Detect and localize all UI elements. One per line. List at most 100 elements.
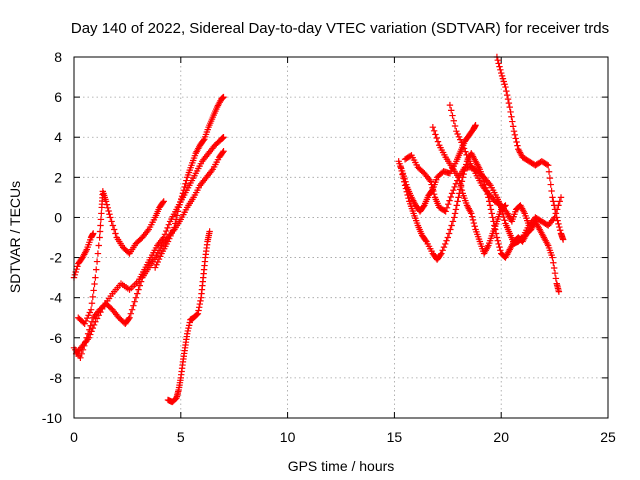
data-point xyxy=(106,211,113,218)
series-track-5 xyxy=(151,93,227,271)
data-point xyxy=(456,136,464,143)
data-point xyxy=(550,198,557,205)
data-point xyxy=(440,243,448,251)
data-point xyxy=(93,315,101,322)
data-point xyxy=(98,210,105,217)
data-point xyxy=(427,178,434,185)
data-point xyxy=(194,310,202,317)
data-point xyxy=(132,294,140,301)
data-point xyxy=(219,149,226,156)
y-tick-label: -10 xyxy=(42,410,62,426)
data-point xyxy=(518,235,525,242)
data-point xyxy=(95,312,102,319)
data-point xyxy=(134,290,141,297)
data-point xyxy=(552,210,560,217)
data-point xyxy=(449,112,456,119)
data-point xyxy=(446,197,453,204)
data-marks xyxy=(70,53,567,406)
data-point xyxy=(434,138,442,145)
data-point xyxy=(549,254,556,261)
data-point xyxy=(112,230,119,237)
data-point xyxy=(450,186,457,194)
data-point xyxy=(442,240,449,248)
data-point xyxy=(125,315,132,323)
data-point xyxy=(84,314,91,322)
data-point xyxy=(97,216,105,223)
data-point xyxy=(92,274,99,281)
data-point xyxy=(512,135,519,142)
data-point xyxy=(494,237,501,244)
data-point xyxy=(447,226,454,233)
data-point xyxy=(92,318,99,325)
data-point xyxy=(428,181,435,188)
data-point xyxy=(550,264,558,272)
x-tick-label: 0 xyxy=(70,429,78,445)
data-point xyxy=(96,234,103,241)
data-point xyxy=(487,206,495,213)
data-point xyxy=(493,234,501,241)
data-point xyxy=(196,300,204,308)
data-point xyxy=(433,134,440,142)
data-point xyxy=(438,250,445,257)
data-point xyxy=(546,174,554,182)
data-point xyxy=(556,223,563,231)
data-point xyxy=(470,219,478,227)
data-point xyxy=(502,202,509,209)
data-point xyxy=(451,183,458,191)
data-point xyxy=(555,220,562,228)
data-point xyxy=(164,224,171,232)
data-point xyxy=(496,243,503,251)
data-point xyxy=(168,229,176,237)
y-tick-label: 4 xyxy=(54,129,62,145)
data-point xyxy=(504,95,512,103)
data-point xyxy=(77,354,84,362)
data-point xyxy=(501,217,508,224)
data-point xyxy=(93,258,101,265)
plot-frame xyxy=(73,56,609,419)
data-point xyxy=(449,218,457,225)
data-point xyxy=(429,123,437,131)
y-tick-label: -8 xyxy=(50,370,63,386)
data-point xyxy=(174,208,182,215)
data-point xyxy=(510,128,518,135)
data-point xyxy=(452,206,460,213)
data-point xyxy=(160,198,167,205)
data-point xyxy=(195,304,203,311)
data-point xyxy=(549,194,556,201)
data-point xyxy=(553,214,560,221)
data-point xyxy=(220,93,227,101)
data-point xyxy=(448,190,456,197)
x-tick-label: 10 xyxy=(280,429,296,445)
data-point xyxy=(457,183,465,191)
data-point xyxy=(94,250,102,257)
data-point xyxy=(181,183,188,191)
data-point xyxy=(497,66,504,74)
data-point xyxy=(178,192,186,200)
tick-labels: 0 5 10 15 20 25 -10 -8 -6 -4 -2 0 2 4 6 8 xyxy=(42,49,616,445)
data-point xyxy=(165,221,173,228)
data-point xyxy=(445,230,453,237)
data-point xyxy=(110,226,118,233)
data-point xyxy=(551,206,559,213)
grid xyxy=(74,57,608,418)
data-point xyxy=(498,72,506,80)
data-point xyxy=(184,330,191,337)
data-point xyxy=(458,186,466,194)
data-point xyxy=(402,185,410,192)
y-tick-label: 0 xyxy=(54,209,62,225)
data-point xyxy=(514,142,521,149)
data-point xyxy=(422,237,429,244)
data-point xyxy=(195,307,202,314)
data-point xyxy=(107,214,114,221)
y-tick-label: -6 xyxy=(50,330,63,346)
data-point xyxy=(486,202,494,209)
data-point xyxy=(128,306,136,313)
data-point xyxy=(511,131,519,139)
data-point xyxy=(85,334,93,341)
data-point xyxy=(554,217,561,224)
data-point xyxy=(87,331,94,338)
data-point xyxy=(500,78,507,85)
data-point xyxy=(497,247,504,254)
